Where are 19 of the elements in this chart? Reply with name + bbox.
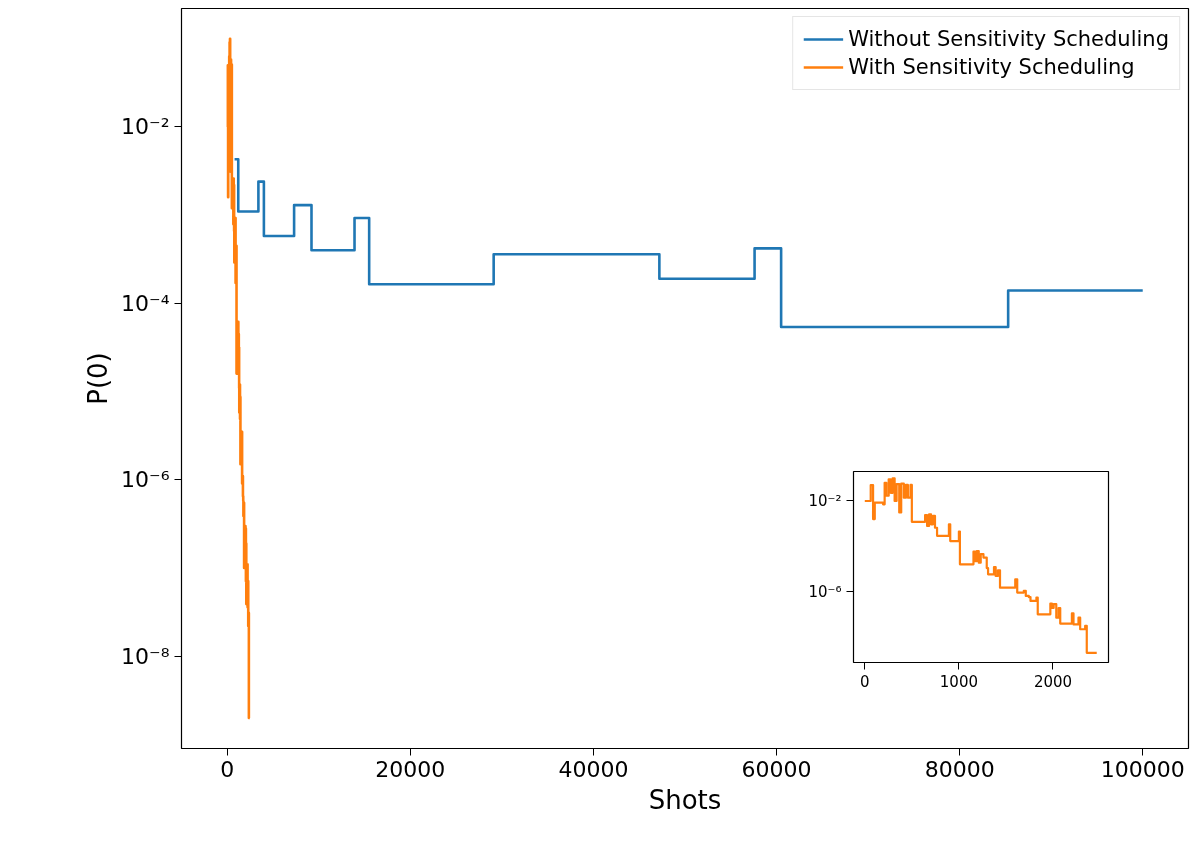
y-tick-label: 10⁻⁸ xyxy=(121,643,170,669)
x-tick-label: 1000 xyxy=(939,672,978,691)
x-tick-label: 0 xyxy=(220,756,235,782)
y-tick-label: 10⁻⁶ xyxy=(808,582,842,601)
y-axis-title: P(0) xyxy=(83,352,114,405)
legend-label: Without Sensitivity Scheduling xyxy=(848,27,1169,51)
y-tick-label: 10⁻² xyxy=(808,491,842,510)
x-tick-label: 60000 xyxy=(741,756,812,782)
x-tick-label: 2000 xyxy=(1033,672,1073,691)
legend-label: With Sensitivity Scheduling xyxy=(848,55,1135,79)
x-axis-title: Shots xyxy=(648,784,722,815)
y-tick-label: 10⁻² xyxy=(121,114,170,140)
x-tick-label: 40000 xyxy=(558,756,629,782)
y-tick-label: 10⁻⁶ xyxy=(121,467,170,493)
y-tick-label: 10⁻⁴ xyxy=(121,290,170,316)
x-tick-label: 0 xyxy=(860,672,870,691)
x-tick-label: 80000 xyxy=(924,756,995,782)
x-tick-label: 100000 xyxy=(1100,756,1185,782)
x-tick-label: 20000 xyxy=(375,756,446,782)
